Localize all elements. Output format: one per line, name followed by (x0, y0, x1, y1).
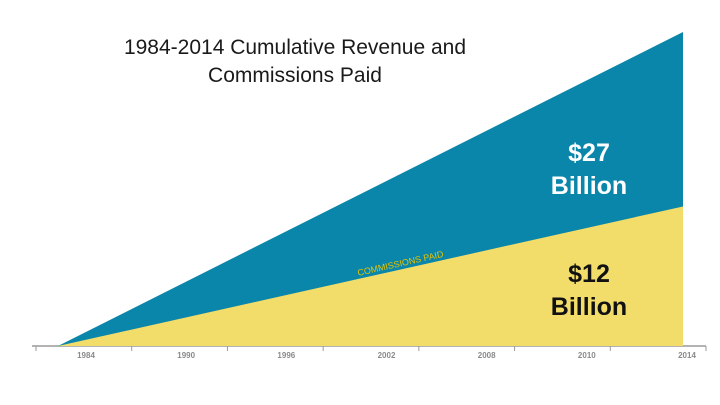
chart-title-line-2: Commissions Paid (208, 64, 382, 87)
x-tick-label: 1984 (77, 351, 95, 360)
x-tick-label: 2010 (577, 351, 596, 360)
x-tick-label: 1990 (177, 351, 196, 360)
area-layer (58, 32, 683, 346)
tick-mark-layer (35, 346, 707, 351)
x-tick-label: 2014 (678, 351, 696, 360)
x-tick-label: 2002 (377, 351, 396, 360)
commissions-total-value: $12 (568, 260, 610, 288)
area-commissions (58, 206, 683, 346)
revenue-total-value: $27 (568, 139, 610, 167)
chart-title-line-1: 1984-2014 Cumulative Revenue and (123, 36, 467, 59)
revenue-total-unit: Billion (550, 172, 628, 200)
x-tick-label: 2008 (477, 351, 496, 360)
commissions-total-unit: Billion (550, 293, 628, 321)
revenue-total-label: $27 Billion (519, 137, 659, 203)
commissions-total-label: $12 Billion (519, 258, 659, 324)
x-tick-label: 1996 (277, 351, 296, 360)
chart-title: 1984-2014 Cumulative Revenue and Commiss… (100, 34, 490, 90)
